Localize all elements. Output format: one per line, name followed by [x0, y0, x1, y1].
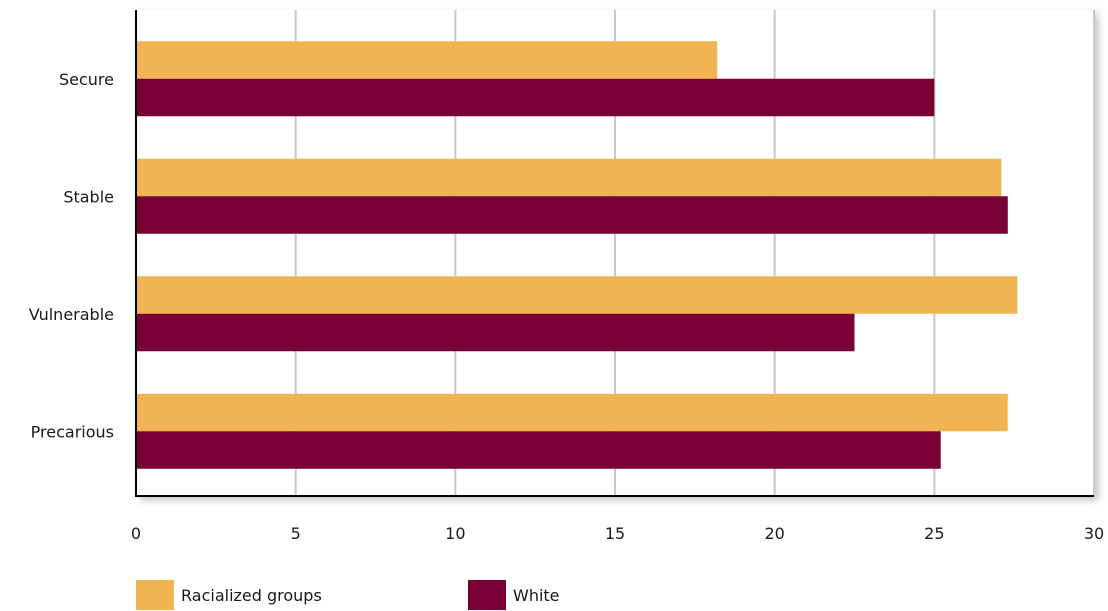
x-tick-labels: 0 5 10 15 20 25 30	[131, 524, 1104, 543]
x-tick-label: 0	[131, 524, 141, 543]
bar-vulnerable-racialized	[136, 276, 1018, 314]
legend-item-white: White	[468, 580, 560, 610]
bars	[136, 41, 1018, 469]
x-tick-label: 10	[445, 524, 465, 543]
legend-item-racialized: Racialized groups	[136, 580, 322, 610]
category-label: Secure	[59, 70, 114, 89]
bar-secure-white	[136, 78, 935, 117]
bar-stable-racialized	[136, 158, 1002, 197]
legend-label-racialized: Racialized groups	[181, 585, 322, 605]
legend-swatch-racialized	[136, 580, 174, 610]
category-labels: Secure Stable Vulnerable Precarious	[29, 70, 114, 442]
bar-secure-racialized	[136, 41, 718, 79]
category-label: Stable	[63, 187, 114, 206]
category-label: Vulnerable	[29, 305, 114, 324]
bar-stable-white	[136, 196, 1008, 234]
legend: Racialized groups White	[0, 580, 1108, 610]
bar-vulnerable-white	[136, 313, 855, 352]
x-tick-label: 25	[924, 524, 944, 543]
legend-swatch-white	[468, 580, 506, 610]
bar-chart: 0 5 10 15 20 25 30 Secure Stable Vulnerable Preca…	[29, 10, 1104, 543]
x-tick-label: 5	[291, 524, 301, 543]
category-label: Precarious	[31, 422, 114, 441]
x-tick-label: 20	[764, 524, 784, 543]
bar-precarious-racialized	[136, 393, 1008, 432]
axes	[135, 10, 1094, 497]
x-tick-label: 15	[605, 524, 625, 543]
legend-label-white: White	[513, 585, 560, 605]
x-tick-label: 30	[1084, 524, 1104, 543]
bar-precarious-white	[136, 431, 941, 469]
